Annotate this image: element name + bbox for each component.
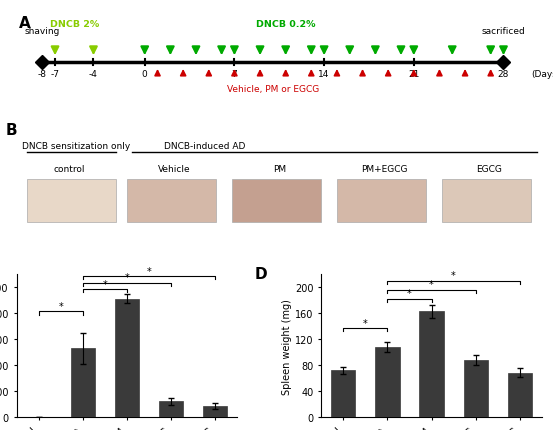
Bar (508, 373, 532, 417)
Text: 14: 14 (319, 70, 330, 79)
Bar (203, 406, 227, 417)
Bar (331, 371, 356, 417)
Y-axis label: Spleen weight (mg): Spleen weight (mg) (282, 298, 293, 394)
Text: 28: 28 (498, 70, 509, 79)
FancyBboxPatch shape (127, 180, 216, 222)
Text: DNCB-induced AD: DNCB-induced AD (164, 142, 245, 151)
FancyBboxPatch shape (27, 180, 117, 222)
Text: B: B (6, 123, 18, 138)
Text: *: * (407, 289, 412, 299)
Text: (Days): (Days) (531, 70, 553, 79)
Text: DNCB 0.2%: DNCB 0.2% (256, 20, 315, 29)
Text: -7: -7 (50, 70, 60, 79)
Bar (375, 347, 400, 417)
Text: sacrificed: sacrificed (482, 27, 525, 36)
Text: -8: -8 (38, 70, 46, 79)
FancyBboxPatch shape (337, 180, 426, 222)
Bar (71, 348, 95, 417)
Bar (115, 299, 139, 417)
Text: DNCB sensitization only: DNCB sensitization only (22, 142, 130, 151)
Bar (463, 360, 488, 417)
Text: *: * (102, 279, 107, 289)
Text: *: * (147, 266, 152, 276)
Text: D: D (255, 266, 268, 281)
FancyBboxPatch shape (442, 180, 531, 222)
Text: control: control (54, 165, 85, 174)
Text: *: * (363, 318, 368, 328)
Text: shaving: shaving (24, 27, 60, 36)
Text: *: * (59, 301, 63, 311)
Text: 7: 7 (232, 70, 237, 79)
Text: *: * (124, 273, 129, 283)
Text: PM+EGCG: PM+EGCG (361, 165, 408, 174)
Text: *: * (429, 280, 434, 290)
Text: DNCB 2%: DNCB 2% (50, 20, 99, 29)
Text: 21: 21 (408, 70, 420, 79)
Text: Vehicle, PM or EGCG: Vehicle, PM or EGCG (227, 85, 319, 94)
Text: A: A (19, 16, 31, 31)
Text: *: * (451, 270, 456, 281)
Text: 0: 0 (142, 70, 148, 79)
Bar (419, 311, 444, 417)
Text: EGCG: EGCG (477, 165, 502, 174)
FancyBboxPatch shape (232, 180, 321, 222)
Text: Vehicle: Vehicle (158, 165, 190, 174)
Text: -4: -4 (89, 70, 98, 79)
Text: PM: PM (273, 165, 286, 174)
Bar (159, 402, 183, 417)
